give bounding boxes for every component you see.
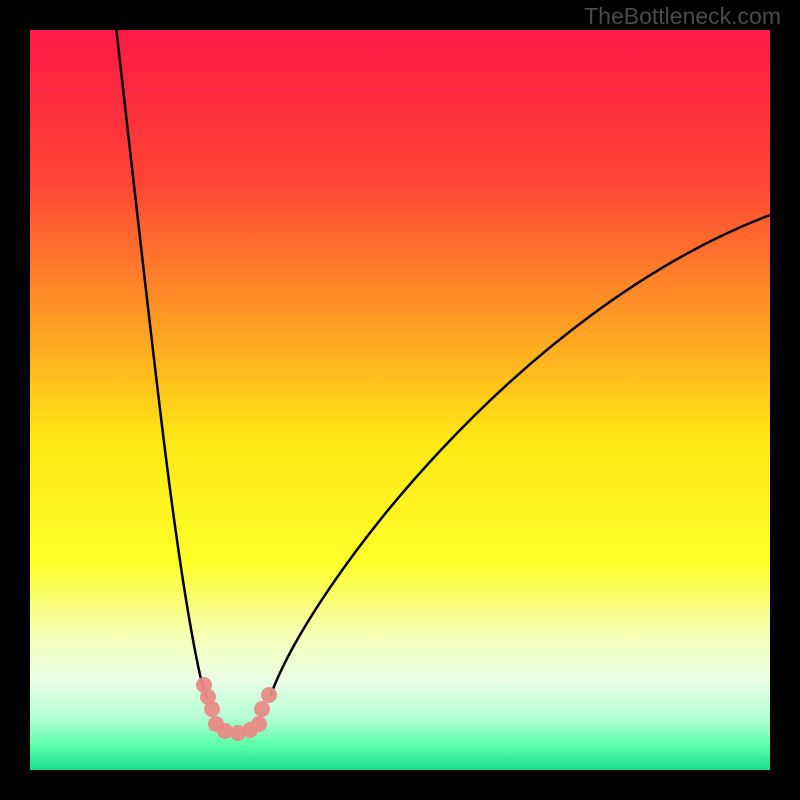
chart-root: TheBottleneck.com <box>0 0 800 800</box>
marker-dot <box>254 701 270 717</box>
chart-background <box>30 30 770 770</box>
marker-dot <box>204 701 220 717</box>
chart-svg <box>0 0 800 800</box>
watermark-label: TheBottleneck.com <box>584 3 781 30</box>
marker-dot <box>251 716 267 732</box>
marker-dot <box>261 687 277 703</box>
